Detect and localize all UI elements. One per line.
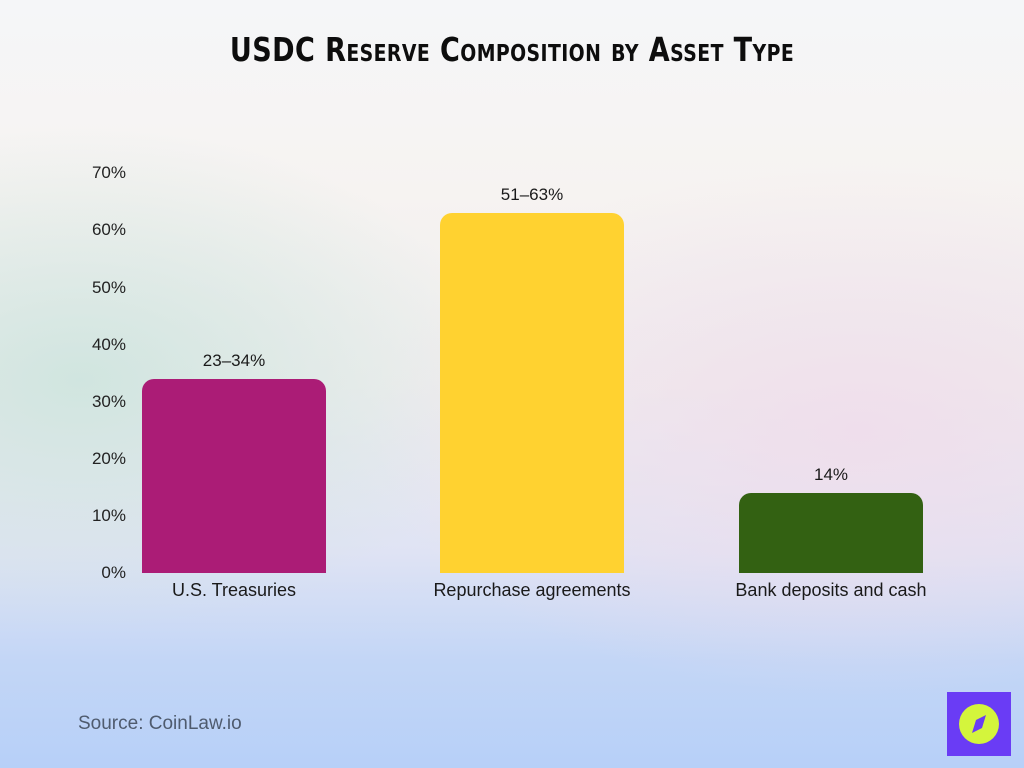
y-tick-40: 40%: [91, 335, 126, 354]
source-note: Source: CoinLaw.io: [78, 713, 242, 734]
value-label-treasuries: 23–34%: [202, 350, 266, 370]
brand-logo: [947, 692, 1011, 756]
x-label-treasuries: U.S. Treasuries: [171, 580, 297, 600]
compass-icon: [959, 704, 999, 744]
y-tick-50: 50%: [91, 278, 126, 297]
value-label-bank: 14%: [813, 465, 849, 484]
value-label-repurchase: 51–63%: [500, 185, 564, 204]
chart-title: USDC Reserve Composition by Asset Type: [229, 30, 795, 69]
y-tick-30: 30%: [91, 392, 126, 411]
y-tick-70: 70%: [91, 163, 126, 182]
bar-us-treasuries: [142, 378, 326, 573]
y-tick-10: 10%: [91, 506, 126, 525]
y-tick-0: 0%: [101, 563, 126, 582]
y-tick-20: 20%: [91, 449, 126, 468]
bar-repurchase-agreements: [440, 213, 624, 573]
x-label-bank: Bank deposits and cash: [735, 580, 927, 600]
y-tick-60: 60%: [91, 220, 126, 239]
x-label-repurchase: Repurchase agreements: [433, 580, 631, 600]
bar-bank-deposits-cash: [739, 493, 923, 573]
